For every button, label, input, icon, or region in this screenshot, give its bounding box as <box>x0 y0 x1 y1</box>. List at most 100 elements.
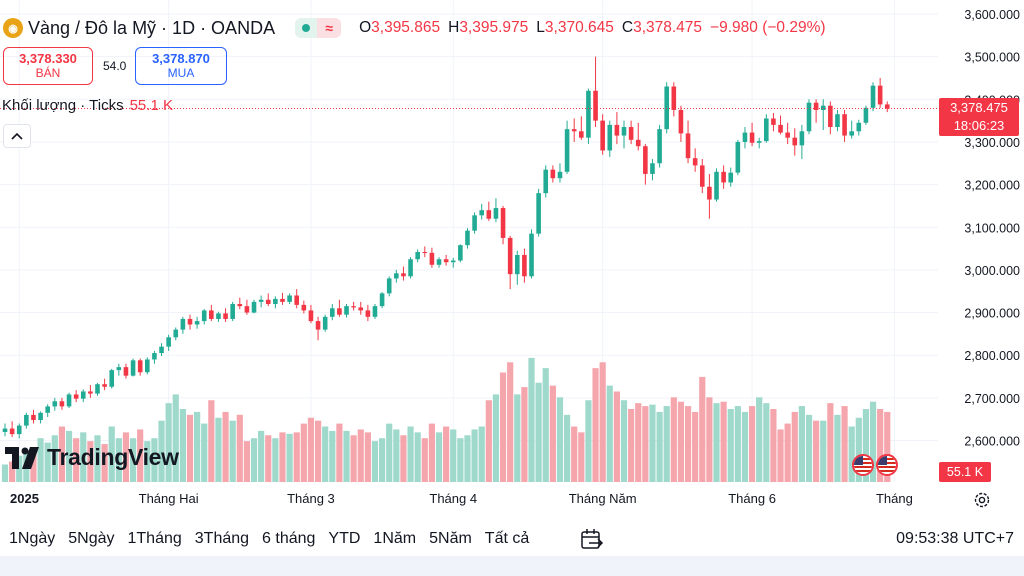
volume-bar <box>364 432 371 482</box>
range-6m-button[interactable]: 6 tháng <box>262 530 316 547</box>
candle-body <box>835 114 840 128</box>
volume-bar <box>592 368 599 482</box>
collapse-legend-button[interactable] <box>3 124 31 148</box>
gear-icon[interactable] <box>972 490 992 510</box>
candle-body <box>344 306 349 315</box>
symbol-title[interactable]: Vàng / Đô la Mỹ · 1D · OANDA <box>28 17 276 38</box>
go-to-date-icon[interactable] <box>578 527 604 553</box>
volume-bar <box>820 420 827 482</box>
volume-bar <box>1 464 9 482</box>
candle-body <box>458 245 463 261</box>
price-axis[interactable]: 2,600.000 2,700.000 2,800.000 2,900.000 3,00… <box>964 8 1020 449</box>
us-flag-icon[interactable] <box>852 454 874 476</box>
volume-bar <box>215 417 222 482</box>
volume-bar <box>329 430 336 482</box>
volume-bar <box>585 400 592 482</box>
candle-body <box>671 86 677 110</box>
volume-bar <box>414 432 421 482</box>
candle-body <box>209 310 214 319</box>
range-toolbar: 1Ngày 5Ngày 1Tháng 3Tháng 6 tháng YTD 1N… <box>0 522 1024 556</box>
x-tick-label: 2025 <box>10 491 39 506</box>
candle-body <box>216 313 221 319</box>
candle-body <box>251 301 257 313</box>
x-tick-label: Tháng <box>876 491 913 506</box>
candle-body <box>692 158 698 166</box>
market-status[interactable]: ≈ <box>295 18 342 38</box>
candle-body <box>699 165 705 187</box>
change-value: −9.980 (−0.29%) <box>710 19 826 36</box>
candle-body <box>16 425 22 435</box>
volume-bar <box>421 438 428 482</box>
candle-body <box>728 172 734 183</box>
candle-body <box>315 321 321 330</box>
volume-bar <box>279 432 286 482</box>
volume-bar <box>250 438 258 482</box>
volume-bar <box>428 423 435 482</box>
high-label: H <box>448 19 460 36</box>
candle-body <box>707 186 712 200</box>
volume-bar <box>144 441 151 482</box>
y-tick-label: 3,100.000 <box>964 221 1020 235</box>
x-tick-label: Tháng Năm <box>569 491 637 506</box>
sell-button[interactable]: 3,378.330 BÁN <box>3 47 93 85</box>
price-chart[interactable]: 2,600.000 2,700.000 2,800.000 2,900.000 3,00… <box>0 0 1024 520</box>
candle-body <box>180 318 186 330</box>
volume-bar <box>265 435 272 482</box>
candle-body <box>678 109 684 134</box>
candle-body <box>586 90 591 138</box>
volume-bar <box>485 400 492 482</box>
volume-bar <box>471 429 478 482</box>
volume-legend[interactable]: Khối lượng · Ticks 55.1 K <box>2 97 173 114</box>
volume-bar <box>222 411 229 482</box>
volume-bar <box>393 429 400 482</box>
volume-bar <box>521 387 528 482</box>
volume-bar <box>563 414 571 482</box>
candle-body <box>813 102 819 110</box>
candle-body <box>166 337 171 347</box>
buy-button[interactable]: 3,378.870 MUA <box>135 47 227 85</box>
candle-body <box>806 102 812 132</box>
candle-body <box>223 313 228 319</box>
candle-body <box>52 401 58 407</box>
time-axis[interactable]: 2025 Tháng Hai Tháng 3 Tháng 4 Tháng Năm Thán… <box>10 491 913 506</box>
volume-bar <box>877 409 884 482</box>
range-5d-button[interactable]: 5Ngày <box>68 530 115 547</box>
volume-bar <box>108 426 115 482</box>
x-tick-label: Tháng 3 <box>287 491 335 506</box>
tradingview-logo[interactable]: TradingView <box>5 444 179 471</box>
us-flag-icon[interactable] <box>876 454 898 476</box>
volume-bar <box>805 414 813 482</box>
range-1y-button[interactable]: 1Năm <box>373 530 417 547</box>
economic-events[interactable] <box>852 454 900 476</box>
candle-body <box>280 298 285 302</box>
candle-body <box>329 308 335 317</box>
volume-bar <box>549 385 556 482</box>
range-ytd-button[interactable]: YTD <box>328 530 361 547</box>
candle-body <box>429 252 435 265</box>
candle-body <box>294 295 300 305</box>
candle-body <box>628 127 634 140</box>
range-all-button[interactable]: Tất cả <box>484 530 530 547</box>
volume-bar <box>528 357 535 482</box>
volume-bar <box>884 411 891 482</box>
volume-bar <box>628 409 635 482</box>
range-1m-button[interactable]: 1Tháng <box>127 530 182 547</box>
candle-body <box>145 359 150 373</box>
volume-bar <box>307 417 315 482</box>
volume-bar <box>101 444 108 482</box>
range-5y-button[interactable]: 5Năm <box>429 530 472 547</box>
low-label: L <box>536 19 545 36</box>
candle-body <box>664 86 669 130</box>
candle-body <box>322 316 328 330</box>
volume-bar <box>400 435 407 482</box>
volume-bar <box>122 432 130 482</box>
volume-bar <box>642 406 649 482</box>
timezone-clock[interactable]: 09:53:38 UTC+7 <box>896 530 1014 547</box>
volume-bar <box>80 432 87 482</box>
range-1d-button[interactable]: 1Ngày <box>9 530 56 547</box>
buy-label: MUA <box>167 66 195 80</box>
volume-bar <box>243 441 251 482</box>
volume-bar <box>692 411 699 482</box>
sell-price: 3,378.330 <box>19 51 77 66</box>
range-3m-button[interactable]: 3Tháng <box>194 530 250 547</box>
